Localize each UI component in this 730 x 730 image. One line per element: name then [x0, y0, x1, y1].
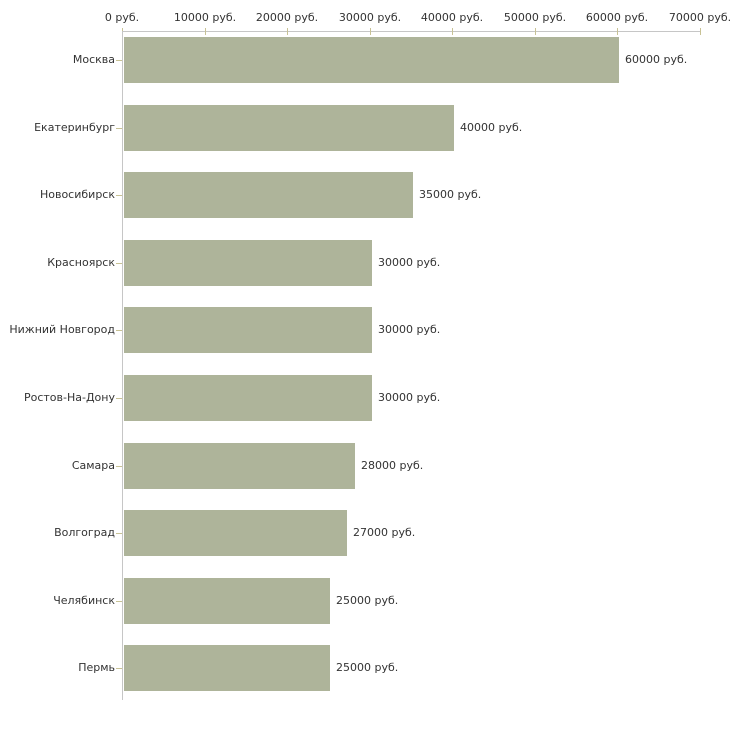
x-axis-tick-label: 40000 руб.	[420, 11, 484, 24]
category-label: Самара	[71, 459, 115, 472]
x-axis-line	[122, 31, 701, 32]
bar	[124, 645, 330, 691]
value-label: 28000 руб.	[361, 459, 424, 472]
x-axis-tick-label: 60000 руб.	[585, 11, 649, 24]
x-tick-mark	[205, 28, 206, 35]
y-tick-mark	[116, 128, 122, 129]
bar	[124, 172, 413, 218]
y-axis-line	[122, 31, 123, 700]
bar	[124, 510, 347, 556]
x-tick-mark	[535, 28, 536, 35]
x-axis-tick-label: 20000 руб.	[255, 11, 319, 24]
x-tick-mark	[617, 28, 618, 35]
x-axis-tick-label: 70000 руб.	[668, 11, 730, 24]
y-tick-mark	[116, 330, 122, 331]
value-label: 60000 руб.	[625, 53, 688, 66]
y-tick-mark	[116, 668, 122, 669]
y-tick-mark	[116, 601, 122, 602]
x-axis-tick-label: 30000 руб.	[338, 11, 402, 24]
category-label: Ростов-На-Дону	[23, 391, 115, 404]
bar	[124, 375, 372, 421]
y-tick-mark	[116, 263, 122, 264]
y-tick-mark	[116, 466, 122, 467]
bar	[124, 307, 372, 353]
bar	[124, 105, 454, 151]
x-axis-tick-label: 0 руб.	[104, 11, 140, 24]
category-label: Москва	[72, 53, 115, 66]
x-tick-mark	[287, 28, 288, 35]
x-axis-tick-label: 10000 руб.	[173, 11, 237, 24]
x-tick-mark	[370, 28, 371, 35]
category-label: Волгоград	[54, 526, 115, 539]
y-tick-mark	[116, 533, 122, 534]
category-label: Екатеринбург	[34, 121, 115, 134]
y-tick-mark	[116, 195, 122, 196]
value-label: 27000 руб.	[353, 526, 416, 539]
x-axis-tick-label: 50000 руб.	[503, 11, 567, 24]
bar	[124, 578, 330, 624]
value-label: 30000 руб.	[378, 256, 441, 269]
category-label: Нижний Новгород	[9, 323, 115, 336]
x-tick-mark	[700, 28, 701, 35]
category-label: Пермь	[78, 661, 115, 674]
value-label: 25000 руб.	[336, 594, 399, 607]
bar	[124, 443, 355, 489]
y-tick-mark	[116, 398, 122, 399]
value-label: 35000 руб.	[419, 188, 482, 201]
category-label: Челябинск	[53, 594, 115, 607]
bar	[124, 240, 372, 286]
value-label: 30000 руб.	[378, 391, 441, 404]
value-label: 40000 руб.	[460, 121, 523, 134]
value-label: 30000 руб.	[378, 323, 441, 336]
category-label: Новосибирск	[39, 188, 115, 201]
x-tick-mark	[452, 28, 453, 35]
value-label: 25000 руб.	[336, 661, 399, 674]
category-label: Красноярск	[47, 256, 115, 269]
bar	[124, 37, 619, 83]
y-tick-mark	[116, 60, 122, 61]
